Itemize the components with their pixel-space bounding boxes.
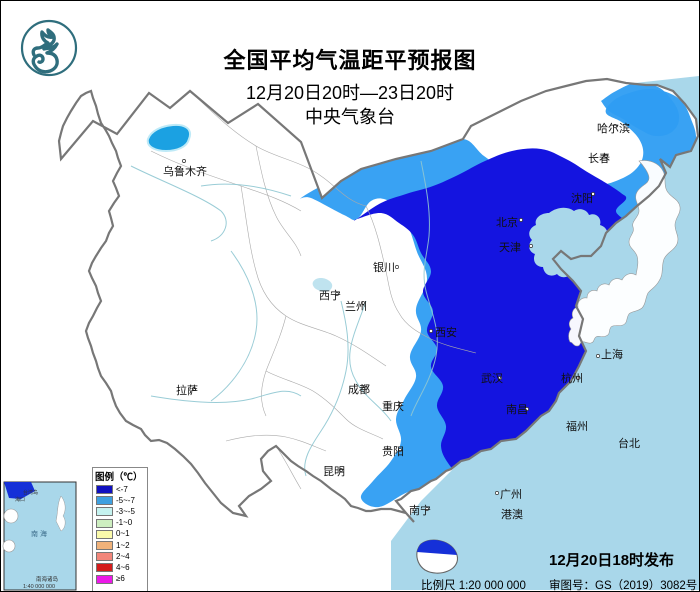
svg-text:海口: 海口 bbox=[15, 496, 25, 503]
svg-text:南 海: 南 海 bbox=[31, 529, 47, 538]
svg-text:台湾岛: 台湾岛 bbox=[23, 489, 38, 496]
svg-text:南海诸岛: 南海诸岛 bbox=[36, 575, 59, 583]
svg-text:1:40 000 000: 1:40 000 000 bbox=[23, 584, 55, 590]
